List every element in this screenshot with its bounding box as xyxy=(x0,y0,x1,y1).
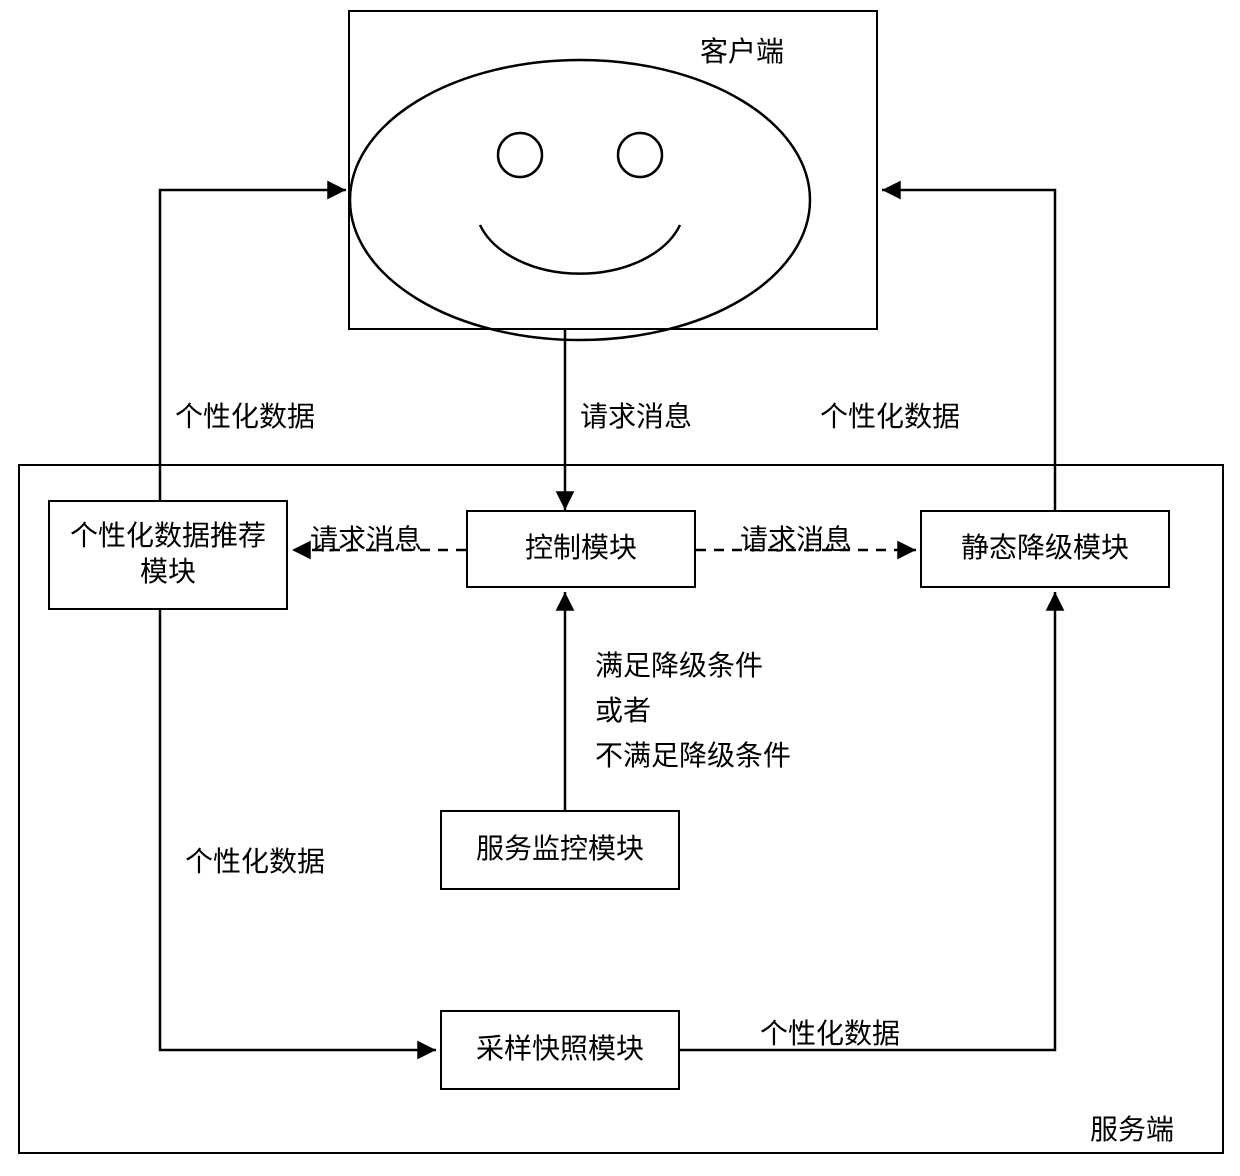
label-req-right: 请求消息 xyxy=(740,518,852,558)
label-req-left: 请求消息 xyxy=(310,518,422,558)
client-box xyxy=(348,10,878,330)
node-control: 控制模块 xyxy=(466,510,696,588)
label-req-top: 请求消息 xyxy=(580,395,692,435)
node-degrade: 静态降级模块 xyxy=(920,510,1170,588)
node-recommend: 个性化数据推荐 模块 xyxy=(48,500,288,610)
node-monitor: 服务监控模块 xyxy=(440,810,680,890)
server-title: 服务端 xyxy=(1090,1108,1174,1148)
label-condition: 满足降级条件 或者 不满足降级条件 xyxy=(595,645,855,779)
label-pers-left-up: 个性化数据 xyxy=(175,395,315,435)
label-pers-right-up: 个性化数据 xyxy=(820,395,960,435)
edge-recommend-to-client xyxy=(160,190,346,500)
label-pers-right-down: 个性化数据 xyxy=(760,1012,900,1052)
label-pers-left-down: 个性化数据 xyxy=(185,840,325,880)
node-snapshot: 采样快照模块 xyxy=(440,1010,680,1090)
client-title: 客户端 xyxy=(700,30,784,70)
edge-degrade-to-client xyxy=(882,190,1055,510)
diagram-canvas: 客户端 服务端 个性化数据推荐 模块 控制模块 静态降级模块 服务监控模块 采样… xyxy=(0,0,1240,1176)
